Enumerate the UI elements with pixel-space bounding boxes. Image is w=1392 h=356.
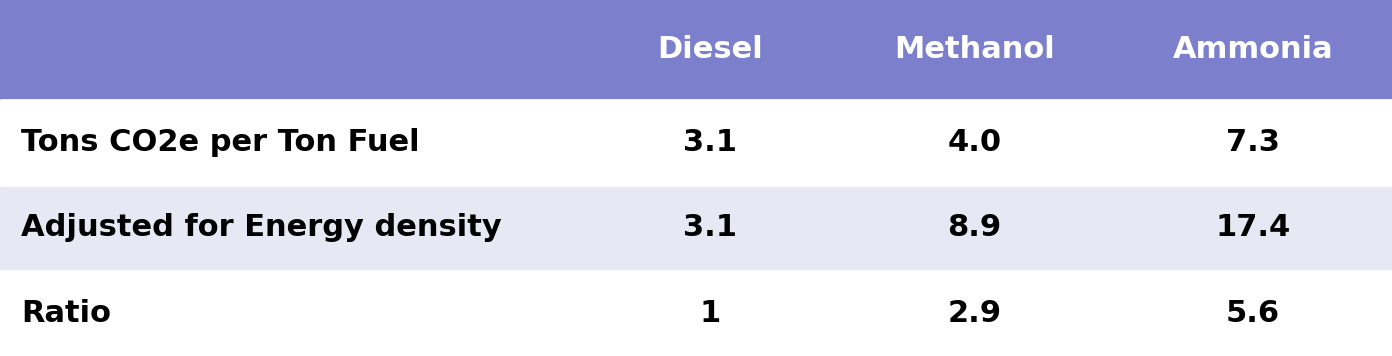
Text: 4.0: 4.0 xyxy=(948,128,1001,157)
Text: 5.6: 5.6 xyxy=(1226,299,1279,328)
FancyBboxPatch shape xyxy=(835,100,1114,185)
FancyBboxPatch shape xyxy=(0,271,585,356)
FancyBboxPatch shape xyxy=(835,185,1114,271)
FancyBboxPatch shape xyxy=(1114,271,1392,356)
FancyBboxPatch shape xyxy=(585,0,835,100)
Text: Tons CO2e per Ton Fuel: Tons CO2e per Ton Fuel xyxy=(21,128,419,157)
Text: 17.4: 17.4 xyxy=(1215,213,1290,242)
Text: 3.1: 3.1 xyxy=(683,128,736,157)
FancyBboxPatch shape xyxy=(1114,100,1392,185)
Text: 8.9: 8.9 xyxy=(948,213,1001,242)
Text: 7.3: 7.3 xyxy=(1226,128,1279,157)
FancyBboxPatch shape xyxy=(1114,185,1392,271)
FancyBboxPatch shape xyxy=(585,271,835,356)
Text: Ratio: Ratio xyxy=(21,299,111,328)
Text: 1: 1 xyxy=(699,299,721,328)
FancyBboxPatch shape xyxy=(1114,0,1392,100)
FancyBboxPatch shape xyxy=(835,0,1114,100)
FancyBboxPatch shape xyxy=(585,185,835,271)
Text: Ammonia: Ammonia xyxy=(1172,35,1334,64)
FancyBboxPatch shape xyxy=(0,100,585,185)
Text: 2.9: 2.9 xyxy=(948,299,1001,328)
FancyBboxPatch shape xyxy=(0,185,585,271)
FancyBboxPatch shape xyxy=(835,271,1114,356)
Text: Adjusted for Energy density: Adjusted for Energy density xyxy=(21,213,501,242)
Text: Diesel: Diesel xyxy=(657,35,763,64)
FancyBboxPatch shape xyxy=(585,100,835,185)
FancyBboxPatch shape xyxy=(0,0,585,100)
Text: 3.1: 3.1 xyxy=(683,213,736,242)
Text: Methanol: Methanol xyxy=(894,35,1055,64)
